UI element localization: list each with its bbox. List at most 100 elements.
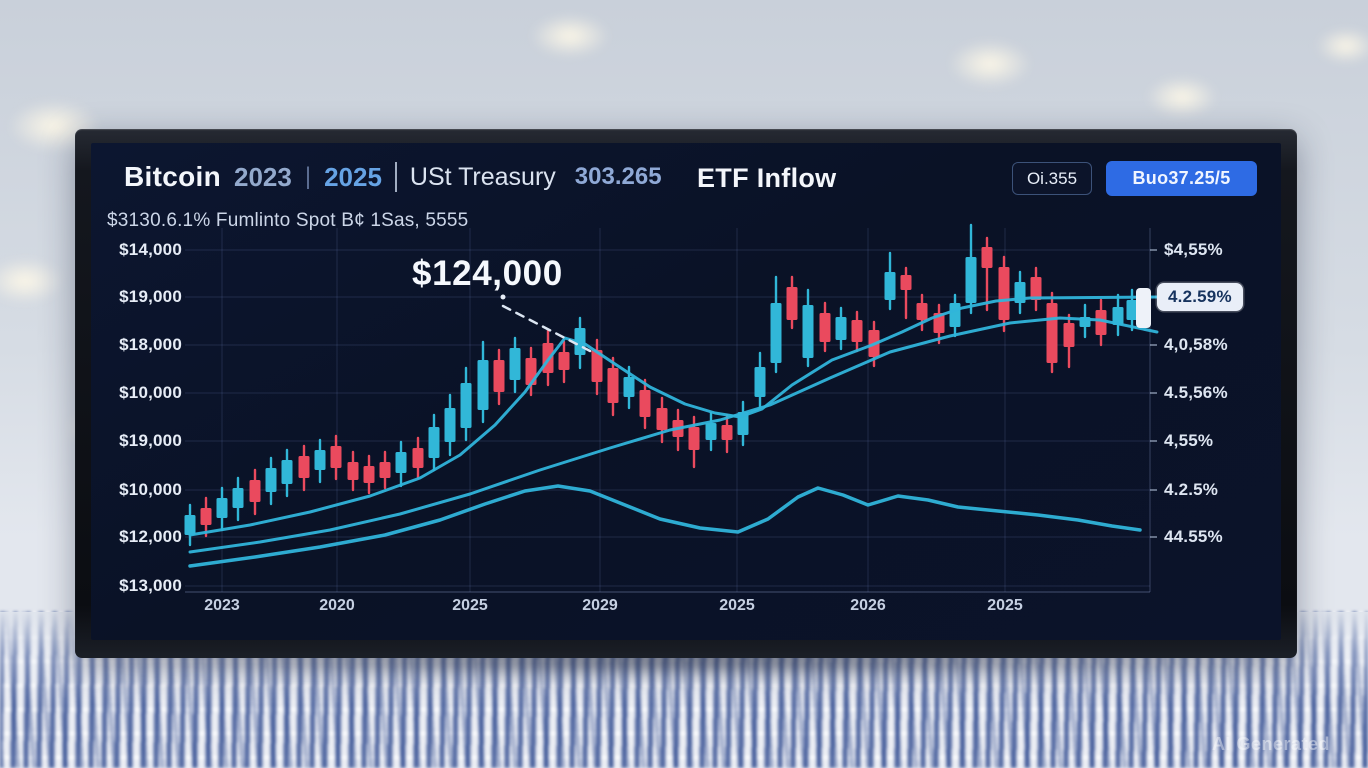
candle-body: [200, 508, 212, 525]
x-axis-label: 2025: [452, 597, 488, 614]
candle-body: [216, 498, 228, 518]
x-axis-label: 2026: [850, 597, 886, 614]
candle-body: [184, 515, 196, 535]
candle-body: [623, 377, 635, 397]
candle-body: [525, 358, 537, 385]
ceiling-light: [1316, 28, 1368, 64]
candle-body: [998, 267, 1010, 320]
price-annotation: $124,000: [412, 254, 563, 293]
candle-body: [591, 350, 603, 382]
current-price-marker: [1136, 288, 1151, 328]
candle-body: [412, 448, 424, 468]
candle-body: [639, 390, 651, 417]
y-axis-label-right: 4.2.5%: [1164, 480, 1219, 499]
candle-body: [363, 466, 375, 483]
candle-body: [281, 460, 293, 484]
candle-body: [428, 427, 440, 458]
primary-button[interactable]: Buo37.25/5: [1106, 161, 1257, 196]
candle-body: [721, 425, 733, 440]
candle-body: [705, 423, 717, 440]
chart-subtitle: $3130.6.1% Fumlinto Spot B¢ 1Sas, 5555: [107, 210, 469, 231]
y-axis-label-right: 4,0,58%: [1164, 335, 1228, 354]
candlestick-chart[interactable]: [91, 143, 1281, 640]
candle-body: [1046, 303, 1058, 363]
candle-body: [249, 480, 261, 502]
candle-body: [965, 257, 977, 303]
candle-body: [1063, 323, 1075, 347]
x-axis-label: 2025: [719, 597, 755, 614]
candle-body: [656, 408, 668, 430]
candle-body: [607, 368, 619, 403]
candle-body: [509, 348, 521, 380]
candle-body: [558, 352, 570, 370]
ma-slow-line: [188, 316, 1159, 554]
candle-body: [330, 446, 342, 468]
x-axis-label: 2020: [319, 597, 355, 614]
candle-body: [819, 313, 831, 342]
candle-body: [770, 303, 782, 363]
y-axis-label-right: 4.5,56%: [1164, 383, 1228, 402]
annotation-dot: [500, 294, 506, 300]
title-separator: |: [304, 163, 312, 190]
x-axis-label: 2023: [204, 597, 240, 614]
y-axis-label-left: $12,000: [119, 527, 182, 546]
candle-body: [1126, 300, 1138, 320]
candle-body: [1112, 307, 1124, 325]
title-value: 303.265: [574, 163, 662, 190]
y-axis-label-left: $19,000: [119, 431, 182, 450]
screen: Bitcoin 2023 | 2025 USt Treasury 303.265…: [91, 143, 1281, 640]
candle-body: [477, 360, 489, 410]
candle-body: [444, 408, 456, 442]
candle-body: [884, 272, 896, 300]
ceiling-light: [530, 14, 610, 58]
x-axis-label: 2025: [987, 597, 1023, 614]
y-axis-label-right: 44.55%: [1164, 527, 1223, 546]
candle-body: [802, 305, 814, 358]
ceiling-light: [1146, 76, 1218, 118]
candle-body: [851, 320, 863, 342]
title-divider-bar: [394, 162, 397, 192]
candle-body: [232, 488, 244, 508]
title-bitcoin: Bitcoin: [124, 161, 221, 192]
ma-fast-line: [188, 295, 1159, 537]
y-axis-label-left: $19,000: [119, 287, 182, 306]
y-axis-label-left: $10,000: [119, 480, 182, 499]
candle-body: [900, 275, 912, 290]
candle-body: [347, 462, 359, 480]
title-year-2025: 2025: [324, 161, 382, 192]
candle-body: [493, 360, 505, 392]
candle-body: [298, 456, 310, 478]
candle-body: [1030, 277, 1042, 300]
etf-inflow-label: ETF Inflow: [697, 163, 837, 193]
y-axis-label-right: $4,55%: [1164, 240, 1223, 259]
candle-body: [916, 303, 928, 320]
oscillator-line: [188, 484, 1142, 568]
candle-body: [688, 427, 700, 450]
screen-content: Bitcoin 2023 | 2025 USt Treasury 303.265…: [91, 143, 1281, 640]
candle-body: [395, 452, 407, 473]
y-axis-label-left: $10,000: [119, 383, 182, 402]
candle-body: [949, 303, 961, 327]
y-axis-label-right: 4,55%: [1164, 431, 1214, 450]
y-axis-label-left: $13,000: [119, 576, 182, 595]
title-treasury: USt Treasury: [409, 162, 556, 191]
candle-body: [835, 317, 847, 340]
ceiling-light: [948, 40, 1032, 88]
y-axis-highlight-badge[interactable]: 4.2.59%: [1157, 283, 1243, 311]
x-axis-label: 2029: [582, 597, 618, 614]
candle-body: [265, 468, 277, 492]
candle-body: [1095, 310, 1107, 335]
candle-body: [981, 247, 993, 268]
candle-body: [314, 450, 326, 470]
secondary-button[interactable]: Oi.355: [1012, 162, 1092, 195]
candle-body: [379, 462, 391, 478]
y-axis-label-left: $18,000: [119, 335, 182, 354]
ceiling-light: [0, 258, 64, 304]
candle-body: [754, 367, 766, 397]
candle-body: [786, 287, 798, 320]
ai-generated-watermark: AI Generated: [1212, 734, 1331, 754]
title-year-2023: 2023: [233, 161, 292, 192]
monitor-bezel: Bitcoin 2023 | 2025 USt Treasury 303.265…: [75, 129, 1297, 658]
chart-title: Bitcoin 2023 | 2025 USt Treasury 303.265: [124, 161, 662, 193]
